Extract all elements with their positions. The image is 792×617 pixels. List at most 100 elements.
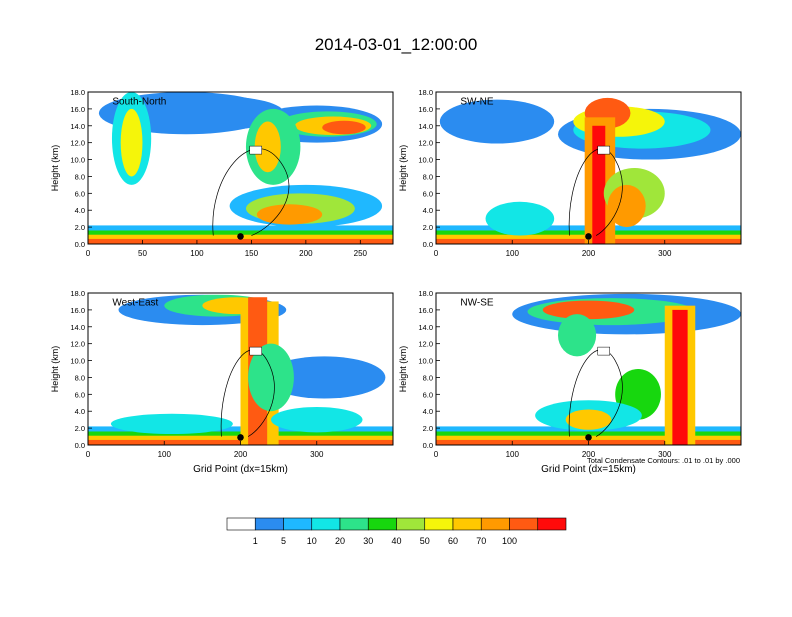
- condensate-contour: [568, 349, 623, 437]
- y-tick-label: 4.0: [75, 206, 85, 215]
- field: [88, 293, 393, 445]
- colorbar-swatch: [339, 517, 369, 531]
- location-marker: [585, 233, 592, 240]
- y-axis-label: Height (km): [50, 145, 60, 192]
- condensate-contour: [220, 349, 275, 437]
- x-tick-label: 300: [658, 249, 672, 258]
- condensate-contour: [212, 148, 290, 236]
- y-axis-label: Height (km): [398, 145, 408, 192]
- y-tick-label: 12.0: [418, 340, 433, 349]
- trail: [485, 201, 555, 236]
- y-tick-label: 16.0: [70, 306, 85, 315]
- axes-frame: [87, 91, 394, 245]
- anvil: [558, 314, 597, 357]
- y-tick-label: 12.0: [70, 340, 85, 349]
- location-marker: [585, 434, 592, 441]
- x-tick-label: 200: [582, 249, 596, 258]
- anvil: [263, 356, 386, 399]
- y-tick-label: 18.0: [418, 88, 433, 97]
- y-tick-label: 18.0: [418, 289, 433, 298]
- x-tick-label: 300: [310, 450, 324, 459]
- field: [88, 92, 393, 244]
- colorbar-swatch: [424, 517, 454, 531]
- y-tick-label: 12.0: [70, 139, 85, 148]
- y-tick-label: 16.0: [418, 306, 433, 315]
- y-tick-label: 14.0: [418, 122, 433, 131]
- panel-name: SW-NE: [460, 97, 493, 108]
- condensate-contour: [568, 148, 623, 236]
- colorbar-label: 50: [420, 536, 430, 546]
- y-tick-label: 0.0: [75, 441, 85, 450]
- colorbar-label: 20: [335, 536, 345, 546]
- panel: 0 100 200 300 0.0 2.0 4.0 6.0 8.0 10.0 12.0 14.0 16.…: [50, 289, 394, 475]
- field: [436, 92, 741, 244]
- panel: 0 50 100 150 200 250 0.0 2.0 4.0 6.0 8.0 10.0 12.0 14…: [50, 88, 394, 258]
- y-tick-label: 2.0: [75, 223, 85, 232]
- y-tick-label: 4.0: [75, 407, 85, 416]
- trail: [565, 409, 612, 430]
- y-tick-label: 14.0: [70, 122, 85, 131]
- y-tick-label: 6.0: [423, 390, 433, 399]
- updraft: [254, 121, 281, 173]
- x-tick-label: 0: [434, 249, 439, 258]
- x-tick-label: 250: [354, 249, 368, 258]
- y-tick-label: 16.0: [70, 105, 85, 114]
- x-tick-label: 100: [158, 450, 172, 459]
- y-tick-label: 2.0: [423, 223, 433, 232]
- colorbar-swatch: [396, 517, 426, 531]
- midlevel: [256, 204, 323, 225]
- colorbar-swatch: [537, 517, 567, 531]
- x-tick-label: 100: [506, 249, 520, 258]
- x-tick-label: 150: [245, 249, 259, 258]
- x-tick-label: 100: [506, 450, 520, 459]
- y-tick-label: 12.0: [418, 139, 433, 148]
- panel: 0 100 200 300 0.0 2.0 4.0 6.0 8.0 10.0 12.0 14.0 16.…: [398, 88, 742, 258]
- colorbar-swatch: [254, 517, 284, 531]
- colorbar-swatch: [509, 517, 539, 531]
- anvil: [542, 300, 635, 320]
- x-axis-label: Grid Point (dx=15km): [193, 464, 288, 475]
- y-tick-label: 14.0: [418, 323, 433, 332]
- y-tick-label: 8.0: [423, 172, 433, 181]
- x-tick-label: 200: [582, 450, 596, 459]
- contour-label-box: [597, 145, 610, 155]
- x-tick-label: 200: [234, 450, 248, 459]
- y-axis-label: Height (km): [50, 346, 60, 393]
- bl-band: [88, 238, 393, 244]
- y-tick-label: 6.0: [75, 189, 85, 198]
- colorbar-swatch: [311, 517, 341, 531]
- colorbar-label: 10: [307, 536, 317, 546]
- y-tick-label: 0.0: [423, 240, 433, 249]
- panel-name: South-North: [112, 97, 166, 108]
- y-tick-label: 4.0: [423, 206, 433, 215]
- location-marker: [237, 434, 244, 441]
- y-tick-label: 10.0: [418, 156, 433, 165]
- core: [672, 309, 688, 445]
- y-axis-label: Height (km): [398, 346, 408, 393]
- y-tick-label: 18.0: [70, 289, 85, 298]
- x-tick-label: 0: [86, 450, 91, 459]
- colorbar-swatch: [367, 517, 397, 531]
- y-tick-label: 6.0: [423, 189, 433, 198]
- anvil: [439, 99, 555, 144]
- x-tick-label: 200: [299, 249, 313, 258]
- y-tick-label: 2.0: [75, 424, 85, 433]
- y-tick-label: 8.0: [75, 172, 85, 181]
- y-tick-label: 2.0: [423, 424, 433, 433]
- y-tick-label: 10.0: [418, 357, 433, 366]
- core: [592, 125, 606, 244]
- x-tick-label: 300: [658, 450, 672, 459]
- x-axis-label: Grid Point (dx=15km): [541, 464, 636, 475]
- y-tick-label: 8.0: [423, 373, 433, 382]
- y-tick-label: 0.0: [423, 441, 433, 450]
- figure-title: 2014-03-01_12:00:00: [315, 35, 478, 54]
- y-tick-label: 8.0: [75, 373, 85, 382]
- panel-name: NW-SE: [460, 298, 493, 309]
- y-tick-label: 4.0: [423, 407, 433, 416]
- trail: [110, 413, 233, 435]
- y-tick-label: 0.0: [75, 240, 85, 249]
- y-tick-label: 16.0: [418, 105, 433, 114]
- colorbar-label: 40: [391, 536, 401, 546]
- colorbar-label: 5: [281, 536, 286, 546]
